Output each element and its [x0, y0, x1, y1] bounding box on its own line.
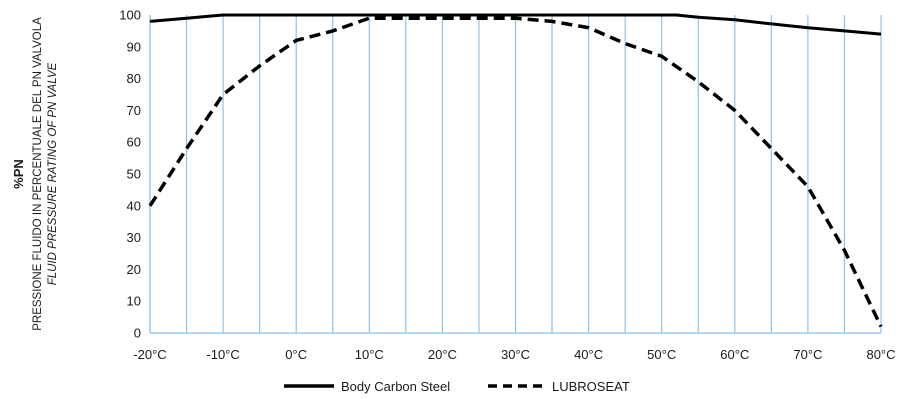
x-tick-label: -20°C: [133, 347, 166, 362]
y-tick-label: 30: [127, 230, 141, 245]
series-line-body-carbon-steel: [149, 13, 882, 36]
y-axis-title-italian: PRESSIONE FLUIDO IN PERCENTUALE DEL PN V…: [32, 17, 44, 331]
x-tick-label: 0°C: [285, 347, 307, 362]
y-axis-title: %PN PRESSIONE FLUIDO IN PERCENTUALE DEL …: [11, 17, 59, 331]
y-tick-labels: 0 10 20 30 40 50 60 70 80 90 100: [119, 8, 141, 341]
grid: [149, 15, 882, 333]
legend-label-lubroseat: LUBROSEAT: [552, 379, 630, 394]
y-tick-label: 20: [127, 262, 141, 277]
axes: [149, 15, 881, 334]
x-tick-label: 60°C: [720, 347, 749, 362]
x-tick-label: 40°C: [574, 347, 603, 362]
y-tick-label: 100: [119, 8, 141, 23]
y-axis-title-english: FLUID PRESSURE RATING OF PN VALVE: [47, 62, 59, 285]
y-tick-label: 40: [127, 198, 141, 213]
y-tick-label: 80: [127, 71, 141, 86]
x-tick-label: 80°C: [866, 347, 895, 362]
x-tick-label: 50°C: [647, 347, 676, 362]
y-tick-label: 10: [127, 294, 141, 309]
x-tick-label: -10°C: [206, 347, 239, 362]
y-tick-label: 60: [127, 135, 141, 150]
series-line-lubroseat: [148, 16, 883, 328]
y-tick-label: 70: [127, 103, 141, 118]
series-lines: [148, 13, 883, 328]
x-tick-labels: -20°C -10°C 0°C 10°C 20°C 30°C 40°C 50°C 60°C 70°…: [133, 347, 895, 362]
y-tick-label: 0: [134, 326, 141, 341]
x-tick-label: 30°C: [501, 347, 530, 362]
y-tick-label: 50: [127, 167, 141, 182]
y-axis-title-main: %PN: [11, 159, 26, 189]
x-tick-label: 10°C: [355, 347, 384, 362]
x-tick-label: 70°C: [793, 347, 822, 362]
legend: Body Carbon Steel LUBROSEAT: [284, 379, 630, 394]
x-tick-label: 20°C: [428, 347, 457, 362]
legend-label-body-carbon-steel: Body Carbon Steel: [341, 379, 450, 394]
y-tick-label: 90: [127, 39, 141, 54]
